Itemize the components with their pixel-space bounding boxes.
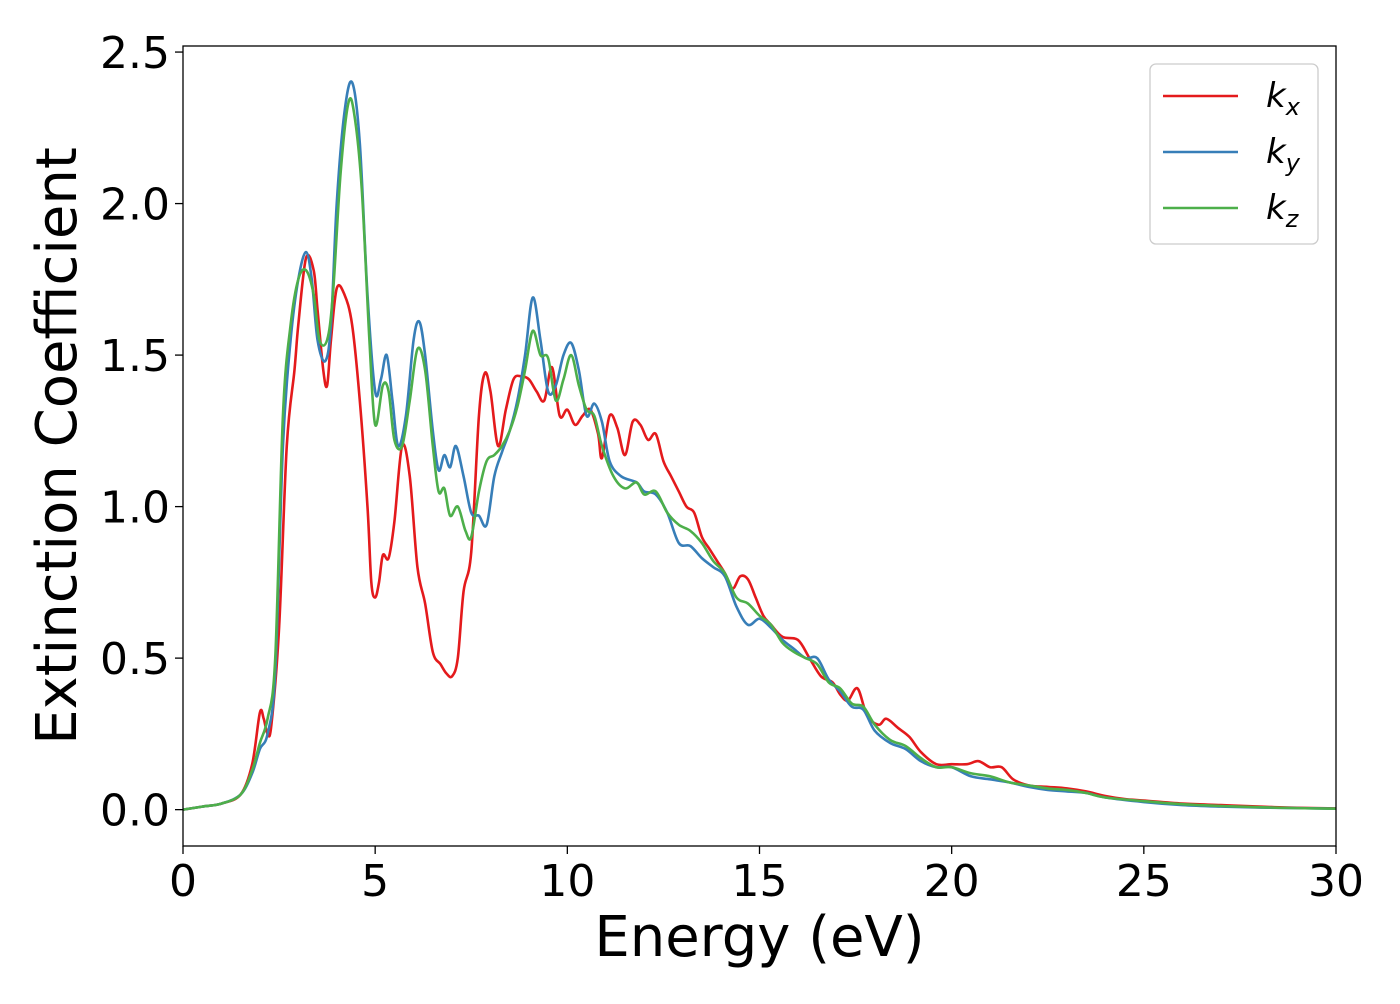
legend-label-subscript: x bbox=[1285, 93, 1301, 121]
x-tick-label: 25 bbox=[1116, 856, 1172, 907]
x-tick-label: 15 bbox=[732, 856, 788, 907]
series-line-x bbox=[182, 253, 1337, 811]
legend-label: kx bbox=[1266, 76, 1301, 121]
y-tick-label: 0.0 bbox=[100, 786, 170, 837]
legend-label: ky bbox=[1266, 132, 1301, 177]
series-layer bbox=[182, 80, 1337, 811]
y-tick-label: 2.0 bbox=[100, 180, 170, 231]
ticks-layer: 0 5 10 15 20 25 30 0.0 0.5 1.0 1.5 2.0 2.5 bbox=[100, 28, 1364, 907]
legend-label: kz bbox=[1266, 188, 1300, 233]
legend-entry-z: kz bbox=[1163, 188, 1300, 233]
x-axis-label: Energy (eV) bbox=[594, 905, 924, 970]
legend-entry-y: ky bbox=[1163, 132, 1301, 177]
y-tick-label: 1.0 bbox=[100, 483, 170, 534]
legend-label-subscript: z bbox=[1285, 205, 1300, 233]
x-tick-label: 30 bbox=[1308, 856, 1364, 907]
x-tick-label: 5 bbox=[361, 856, 389, 907]
x-tick-label: 0 bbox=[169, 856, 197, 907]
legend-label-base: k bbox=[1266, 76, 1287, 116]
x-tick-label: 10 bbox=[539, 856, 595, 907]
y-axis-label: Extinction Coefficient bbox=[25, 147, 90, 745]
x-tick-label: 20 bbox=[924, 856, 980, 907]
legend-label-base: k bbox=[1266, 132, 1287, 172]
y-tick-label: 0.5 bbox=[100, 634, 170, 685]
legend-box bbox=[1149, 63, 1319, 245]
legend-label-base: k bbox=[1266, 188, 1287, 228]
y-tick-label: 1.5 bbox=[100, 331, 170, 382]
legend-entry-x: kx bbox=[1163, 76, 1301, 121]
series-line-z bbox=[182, 96, 1337, 811]
y-tick-label: 2.5 bbox=[100, 28, 170, 79]
legend-label-subscript: y bbox=[1285, 149, 1301, 177]
